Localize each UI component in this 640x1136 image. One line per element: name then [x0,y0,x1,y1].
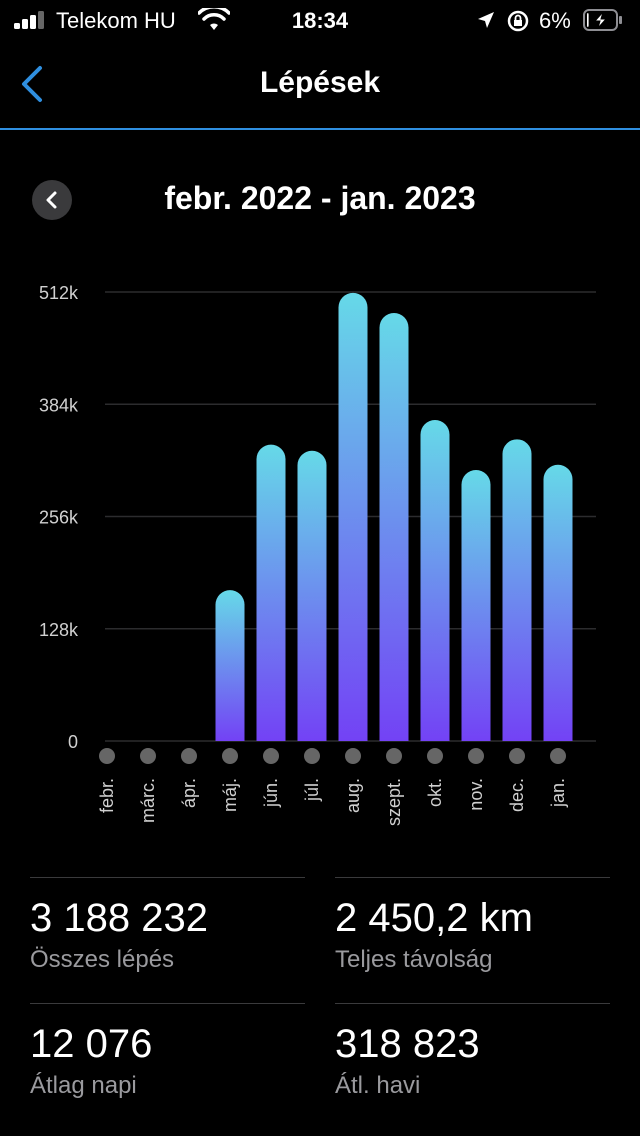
x-tick-label: dec. [507,778,527,812]
bar[interactable] [420,420,450,741]
page-title: Lépések [259,66,381,99]
stat-monthly-average: 318 823 Átl. havi [335,1003,610,1100]
period-label: febr. 2022 - jan. 2023 [164,180,476,216]
wifi-icon [198,8,230,30]
month-dot[interactable] [99,748,115,764]
stat-total-steps: 3 188 232 Összes lépés [30,877,305,974]
back-button[interactable] [12,62,52,106]
stat-label: Teljes távolság [335,946,493,973]
x-tick-label: márc. [138,778,158,823]
bar[interactable] [379,313,409,741]
bar[interactable] [256,444,286,741]
bar[interactable] [297,450,327,741]
y-tick-label: 0 [68,732,78,752]
x-tick-label: jún. [261,778,281,808]
month-dot[interactable] [181,748,197,764]
y-tick-label: 256k [39,508,79,528]
x-tick-label: febr. [97,778,117,813]
stat-value: 12 076 [30,1022,153,1066]
month-dot[interactable] [509,748,525,764]
location-arrow-icon [478,12,494,28]
month-dot[interactable] [263,748,279,764]
chevron-left-icon [46,191,57,209]
month-dot[interactable] [345,748,361,764]
x-tick-label: ápr. [179,778,199,808]
x-tick-label: nov. [466,778,486,811]
x-tick-label: szept. [384,778,404,826]
month-dot[interactable] [304,748,320,764]
x-tick-label: júl. [302,778,322,802]
previous-period-button[interactable] [32,180,72,220]
stat-label: Átl. havi [335,1072,421,1099]
stat-total-distance: 2 450,2 km Teljes távolság [335,877,610,974]
y-tick-label: 384k [39,395,79,415]
battery-percent: 6% [539,8,571,33]
month-dot[interactable] [386,748,402,764]
stat-daily-average: 12 076 Átlag napi [30,1003,305,1100]
steps-bar-chart: 0 128k 256k 384k 512k febr. márc. ápr. máj. jún. j… [39,283,596,826]
battery-charging-icon [583,9,622,31]
stat-label: Átlag napi [30,1072,137,1099]
month-dot[interactable] [140,748,156,764]
x-tick-label: jan. [548,778,568,808]
signal-icon [14,11,48,29]
month-dot[interactable] [222,748,238,764]
bar[interactable] [502,439,532,741]
stat-value: 318 823 [335,1022,480,1066]
month-dot[interactable] [427,748,443,764]
nav-bar: Lépések [0,40,640,130]
stat-label: Összes lépés [30,946,175,973]
bar[interactable] [338,292,368,741]
month-dot[interactable] [468,748,484,764]
stat-value: 3 188 232 [30,896,208,940]
rotation-lock-icon [507,10,529,32]
status-bar: Telekom HU 18:34 6% [0,0,640,40]
clock: 18:34 [291,8,349,33]
bar[interactable] [543,464,573,741]
y-tick-label: 128k [39,620,79,640]
x-tick-label: aug. [343,778,363,813]
month-dot[interactable] [550,748,566,764]
stat-value: 2 450,2 km [335,896,533,940]
y-tick-label: 512k [39,283,79,303]
x-tick-label: máj. [220,778,240,812]
carrier-name: Telekom HU [56,8,176,33]
bar[interactable] [461,470,491,741]
x-tick-label: okt. [425,778,445,807]
bar[interactable] [215,590,245,741]
